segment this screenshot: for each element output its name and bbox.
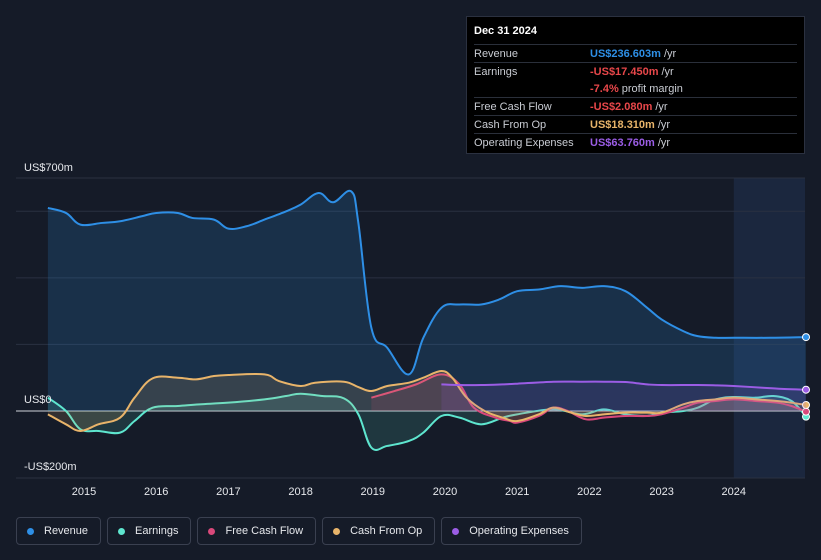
tooltip-date: Dec 31 2024 <box>474 25 537 37</box>
tooltip-rows: Revenue US$236.603m/yr Earnings -US$17.450m… <box>474 44 797 151</box>
tooltip-panel: Dec 31 2024 Revenue US$236.603m/yr Earning… <box>466 16 805 154</box>
revenue-area <box>47 190 806 411</box>
x-tick-label: 2019 <box>361 486 385 498</box>
operating-expenses-endpoint <box>802 385 810 394</box>
tooltip-row: -7.4% profit margin <box>474 80 797 97</box>
gridlines <box>16 177 805 479</box>
x-tick-label: 2017 <box>216 486 240 498</box>
y-label-zero: US$0 <box>24 394 52 406</box>
legend-dot-icon <box>452 527 460 535</box>
legend-dot-icon <box>118 527 126 535</box>
tooltip-row-unit: /yr <box>657 118 671 131</box>
operating-expenses-line <box>441 380 807 391</box>
x-tick-label: 2021 <box>505 486 529 498</box>
legend-label: Revenue <box>44 525 89 537</box>
earnings-area <box>47 393 806 450</box>
legend-item-revenue[interactable]: Revenue <box>16 517 102 545</box>
revenue-line <box>47 189 807 376</box>
operating-expenses-area <box>441 381 806 411</box>
tooltip-row-value: -7.4% <box>590 82 619 95</box>
x-tick-label: 2024 <box>722 486 746 498</box>
cash-from-op-endpoint <box>802 401 810 410</box>
tooltip-row-unit: /yr <box>657 136 671 149</box>
forecast-region <box>733 178 805 478</box>
tooltip-row-unit: /yr <box>655 100 668 113</box>
x-tick-label: 2016 <box>144 486 168 498</box>
y-label-top: US$700m <box>24 162 73 174</box>
legend-label: Cash From Op <box>350 525 423 537</box>
legend-dot-icon <box>208 527 216 535</box>
tooltip-row-unit: /yr <box>663 47 677 60</box>
tooltip-row: Earnings -US$17.450m/yr <box>474 62 797 80</box>
tooltip-row-label: Free Cash Flow <box>474 100 552 113</box>
legend-item-earnings[interactable]: Earnings <box>107 517 192 545</box>
legend-dot-icon <box>333 527 341 535</box>
legend-label: Operating Expenses <box>469 525 569 537</box>
cash-from-op-area <box>47 371 806 431</box>
tooltip-row: Free Cash Flow -US$2.080m/yr <box>474 97 797 115</box>
tooltip-row-label: Cash From Op <box>474 118 547 131</box>
x-tick-label: 2015 <box>72 486 96 498</box>
legend-label: Earnings <box>135 525 179 537</box>
x-tick-label: 2023 <box>649 486 673 498</box>
tooltip-row-label: Operating Expenses <box>474 136 574 149</box>
tooltip-row-unit: profit margin <box>621 82 683 95</box>
tooltip-row-value: -US$2.080m <box>590 100 653 113</box>
tooltip-row-value: US$18.310m <box>590 118 655 131</box>
tooltip-row-value: US$236.603m <box>590 47 661 60</box>
tooltip-row-value: -US$17.450m <box>590 65 659 78</box>
tooltip-row: Operating Expenses US$63.760m/yr <box>474 133 797 151</box>
y-label-bottom: -US$200m <box>24 461 77 473</box>
x-axis-ticks: 2015 2016 2017 2018 2019 2020 2021 2022 2023 2024 <box>72 486 746 498</box>
x-tick-label: 2020 <box>433 486 457 498</box>
free-cash-flow-area <box>371 374 806 423</box>
legend-label: Free Cash Flow <box>225 525 304 537</box>
x-tick-label: 2018 <box>288 486 312 498</box>
tooltip-row: Revenue US$236.603m/yr <box>474 44 797 62</box>
series-layer <box>47 189 810 451</box>
tooltip-row-value: US$63.760m <box>590 136 655 149</box>
legend: Revenue Earnings Free Cash Flow Cash From O… <box>16 517 582 545</box>
legend-item-operating-expenses[interactable]: Operating Expenses <box>441 517 582 545</box>
tooltip-row-label: Revenue <box>474 47 519 60</box>
cash-from-op-line <box>47 370 807 432</box>
tooltip-row-label: Earnings <box>474 65 518 78</box>
legend-item-cash-from-op[interactable]: Cash From Op <box>322 517 436 545</box>
tooltip-row: Cash From Op US$18.310m/yr <box>474 115 797 133</box>
tooltip-row-unit: /yr <box>661 65 674 78</box>
earnings-line <box>47 392 807 451</box>
x-tick-label: 2022 <box>577 486 601 498</box>
legend-item-free-cash-flow[interactable]: Free Cash Flow <box>197 517 317 545</box>
revenue-endpoint <box>802 333 810 342</box>
legend-dot-icon <box>27 527 34 535</box>
